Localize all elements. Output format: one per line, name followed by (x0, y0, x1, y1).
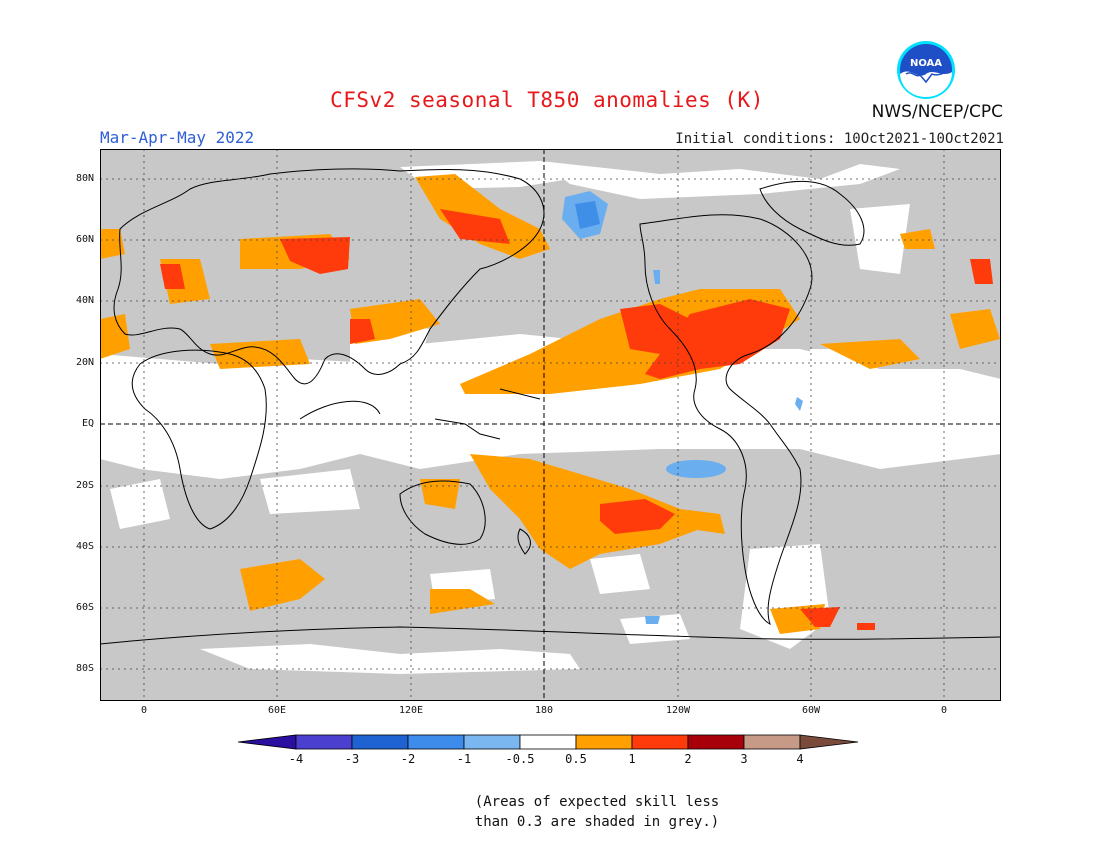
colorbar-label: 3 (740, 752, 748, 766)
colorbar-label: -1 (456, 752, 472, 766)
colorbar-label: 2 (684, 752, 692, 766)
colorbar-label: -3 (344, 752, 360, 766)
colorbar-swatch (519, 734, 577, 750)
lon-label: 0 (940, 705, 948, 716)
lat-label: 60N (75, 234, 94, 245)
colorbar-label: -4 (288, 752, 304, 766)
anomaly-map (100, 149, 1001, 701)
lon-label: 120W (665, 705, 691, 716)
forecast-period: Mar-Apr-May 2022 (100, 128, 255, 147)
lat-label: 80N (75, 173, 94, 184)
colorbar-swatch (351, 734, 409, 750)
graticule (100, 149, 1001, 701)
lat-label: 40N (75, 295, 94, 306)
lon-label: 60W (801, 705, 821, 716)
colorbar-swatch (687, 734, 745, 750)
colorbar-label: 4 (796, 752, 804, 766)
colorbar-swatch (407, 734, 465, 750)
colorbar-label: 0.5 (565, 752, 587, 766)
colorbar-label: 1 (628, 752, 636, 766)
coastlines (100, 168, 1001, 645)
lat-label: 80S (75, 663, 94, 674)
colorbar-low-arrow (238, 734, 297, 750)
colorbar-swatch (463, 734, 521, 750)
skill-note-line2: than 0.3 are shaded in grey.) (474, 814, 720, 830)
lat-label: 60S (75, 602, 94, 613)
lon-label: 60E (267, 705, 287, 716)
noaa-logo: NOAA (897, 41, 955, 99)
colorbar-swatch (295, 734, 353, 750)
colorbar-swatch (743, 734, 801, 750)
organization-label: NWS/NCEP/CPC (871, 102, 1003, 122)
colorbar-label: -2 (400, 752, 416, 766)
white-low-signal-areas (100, 161, 1001, 674)
lat-label: 20S (75, 480, 94, 491)
lon-label: 120E (398, 705, 424, 716)
positive-anomaly-1-2K (160, 209, 993, 630)
lat-label: 20N (75, 357, 94, 368)
skill-note: (Areas of expected skill less than 0.3 a… (0, 792, 1100, 832)
colorbar-label: -0.5 (505, 752, 535, 766)
lon-label: 0 (140, 705, 148, 716)
lon-label: 180 (534, 705, 554, 716)
colorbar-high-arrow (799, 734, 859, 750)
lat-label: EQ (81, 418, 94, 429)
skill-note-line1: (Areas of expected skill less (474, 794, 720, 810)
map-title: CFSv2 seasonal T850 anomalies (K) (330, 88, 764, 112)
negative-anomaly-areas (562, 191, 803, 624)
logo-text: NOAA (910, 58, 942, 69)
equator-dateline (100, 149, 1001, 701)
initial-conditions: Initial conditions: 10Oct2021-10Oct2021 (675, 131, 1004, 147)
colorbar-swatch (575, 734, 633, 750)
lat-label: 40S (75, 541, 94, 552)
colorbar (238, 734, 859, 750)
colorbar-swatch (631, 734, 689, 750)
